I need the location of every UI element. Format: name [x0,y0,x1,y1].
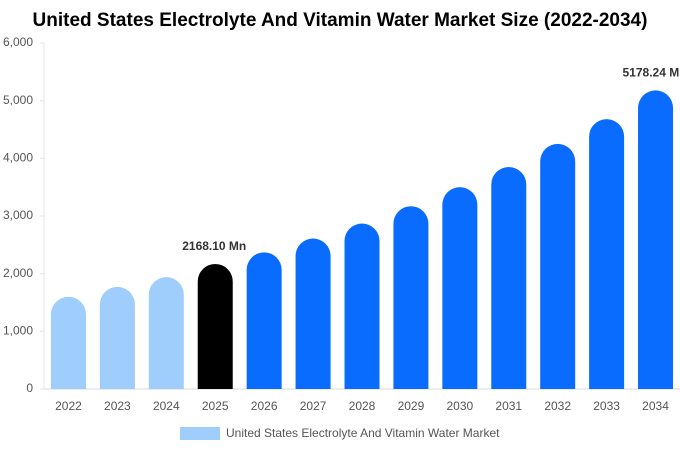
bar [50,296,86,389]
x-tick-label: 2033 [593,399,620,413]
x-tick-label: 2032 [544,399,571,413]
y-tick-label: 1,000 [3,324,33,338]
y-tick-label: 5,000 [3,93,33,107]
x-tick-label: 2030 [446,399,473,413]
y-tick-label: 2,000 [3,266,33,280]
x-tick-label: 2028 [349,399,376,413]
bar [638,90,674,390]
chart-title: United States Electrolyte And Vitamin Wa… [33,10,648,31]
legend-label: United States Electrolyte And Vitamin Wa… [226,426,500,440]
x-tick-label: 2029 [398,399,425,413]
y-tick-label: 3,000 [3,208,33,222]
bar [295,238,331,389]
bar [589,119,625,390]
data-label: 5178.24 Mn [623,66,680,80]
x-tick-label: 2025 [202,399,229,413]
bar [148,277,184,389]
bar [344,223,380,389]
x-tick-label: 2026 [251,399,278,413]
data-label: 2168.10 Mn [182,239,246,253]
bar [197,263,233,389]
x-tick-label: 2027 [300,399,327,413]
x-tick-label: 2024 [153,399,180,413]
x-tick-label: 2023 [104,399,131,413]
bar [393,206,429,389]
legend-swatch [180,427,220,440]
bar [442,187,478,389]
bar [99,286,135,389]
y-tick-label: 4,000 [3,151,33,165]
y-tick-label: 6,000 [3,35,33,49]
x-tick-label: 2031 [495,399,522,413]
bar [246,252,282,389]
y-tick-label: 0 [26,381,33,395]
bar [491,166,527,389]
bar [540,143,576,389]
x-tick-label: 2034 [642,399,669,413]
x-tick-label: 2022 [55,399,82,413]
